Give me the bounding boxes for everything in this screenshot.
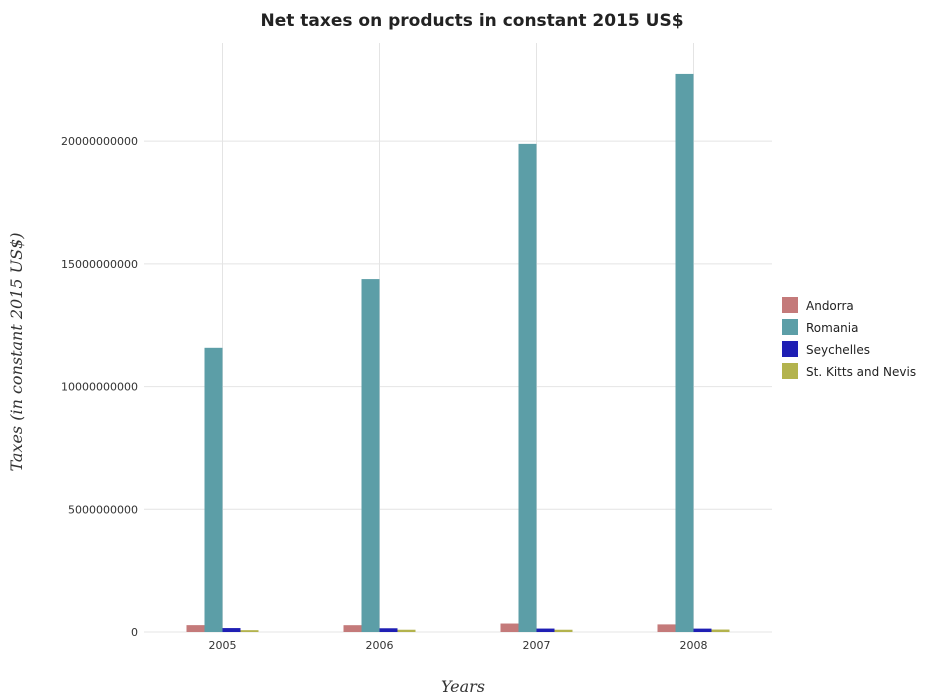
legend-label: Andorra (806, 299, 854, 313)
y-tick-label: 5000000000 (68, 503, 138, 516)
bar-andorra-2008 (658, 624, 676, 632)
y-tick-label: 10000000000 (61, 381, 138, 394)
bar-seychelles-2007 (537, 629, 555, 632)
bar-andorra-2005 (187, 625, 205, 632)
bar-st-kitts-and-nevis-2007 (555, 630, 573, 632)
legend-label: Seychelles (806, 343, 870, 357)
bar-st-kitts-and-nevis-2005 (241, 630, 259, 632)
bar-st-kitts-and-nevis-2006 (398, 630, 416, 632)
y-tick-label: 0 (131, 626, 138, 639)
legend-label: St. Kitts and Nevis (806, 365, 916, 379)
x-tick-label: 2007 (523, 639, 551, 652)
bar-seychelles-2006 (380, 628, 398, 632)
y-axis-label: Taxes (in constant 2015 US$) (7, 232, 26, 471)
legend-swatch (782, 319, 798, 335)
bar-st-kitts-and-nevis-2008 (712, 630, 730, 632)
y-tick-label: 20000000000 (61, 135, 138, 148)
plot-area: 0 5000000000 10000000000 15000000000 2000000… (61, 43, 772, 652)
legend-swatch (782, 341, 798, 357)
legend: Andorra Romania Seychelles St. Kitts and Ne… (782, 297, 916, 379)
legend-swatch (782, 363, 798, 379)
bar-seychelles-2005 (223, 628, 241, 632)
bar-romania-2006 (362, 279, 380, 632)
legend-swatch (782, 297, 798, 313)
chart-title: Net taxes on products in constant 2015 U… (260, 11, 683, 31)
y-tick-label: 15000000000 (61, 258, 138, 271)
x-tick-label: 2006 (366, 639, 394, 652)
bar-seychelles-2008 (694, 629, 712, 632)
bar-andorra-2006 (344, 625, 362, 632)
bar-romania-2005 (205, 348, 223, 632)
x-tick-label: 2005 (209, 639, 237, 652)
bar-romania-2008 (676, 74, 694, 632)
x-tick-label: 2008 (680, 639, 708, 652)
x-axis-label: Years (441, 677, 485, 696)
legend-label: Romania (806, 321, 858, 335)
bar-romania-2007 (519, 144, 537, 632)
bar-andorra-2007 (501, 624, 519, 632)
